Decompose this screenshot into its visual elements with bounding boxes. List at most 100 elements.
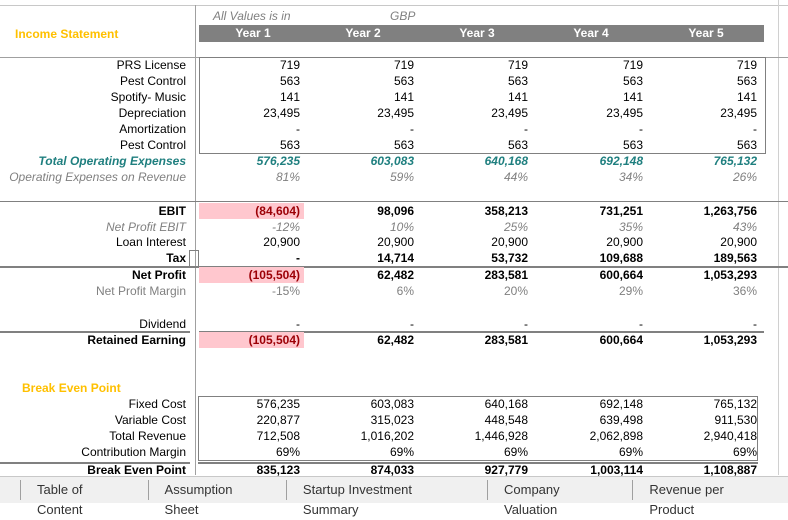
cell-value[interactable]: 600,664 <box>599 268 643 282</box>
cell-value[interactable]: 1,053,293 <box>703 268 757 282</box>
cell-value[interactable]: 563 <box>507 74 528 88</box>
cell-value[interactable]: 141 <box>736 90 757 104</box>
cell-value[interactable]: 731,251 <box>599 204 643 218</box>
cell-value[interactable]: 43% <box>732 220 757 234</box>
cell-value[interactable]: 765,132 <box>713 154 757 168</box>
cell-value[interactable]: 719 <box>279 58 300 72</box>
cell-value[interactable]: - <box>524 122 528 136</box>
cell-value[interactable]: - <box>639 317 643 331</box>
cell-value[interactable]: 719 <box>393 58 414 72</box>
cell-value[interactable]: 141 <box>393 90 414 104</box>
cell-value[interactable]: 53,732 <box>491 251 528 265</box>
cell-value[interactable]: 563 <box>736 138 757 152</box>
cell-value[interactable]: 835,123 <box>256 463 300 477</box>
cell-value[interactable]: 29% <box>618 284 643 298</box>
cell-value[interactable]: 34% <box>618 170 643 184</box>
cell-value[interactable]: 220,877 <box>256 413 300 427</box>
cell-value[interactable]: 2,062,898 <box>589 429 643 443</box>
cell-value[interactable]: 563 <box>622 138 643 152</box>
cell-value[interactable]: 10% <box>389 220 414 234</box>
cell-value[interactable]: 563 <box>507 138 528 152</box>
cell-value[interactable]: 6% <box>396 284 414 298</box>
cell-value[interactable]: 141 <box>279 90 300 104</box>
selected-cell[interactable] <box>189 250 199 268</box>
cell-value[interactable]: -12% <box>271 220 300 234</box>
cell-value[interactable]: 563 <box>393 74 414 88</box>
cell-value[interactable]: 36% <box>732 284 757 298</box>
cell-value[interactable]: 2,940,418 <box>703 429 757 443</box>
cell-value[interactable]: 692,148 <box>599 397 643 411</box>
cell-value[interactable]: 1,108,887 <box>703 463 757 477</box>
cell-value[interactable]: 719 <box>736 58 757 72</box>
cell-value[interactable]: - <box>410 317 414 331</box>
cell-value[interactable]: 69% <box>275 445 300 459</box>
cell-value[interactable]: 563 <box>279 74 300 88</box>
cell-value[interactable]: 69% <box>503 445 528 459</box>
cell-value[interactable]: - <box>410 122 414 136</box>
cell-value[interactable]: 874,033 <box>370 463 414 477</box>
cell-value[interactable]: 283,581 <box>484 268 528 282</box>
sheet-tab[interactable]: Table of Content <box>20 480 148 517</box>
cell-value[interactable]: 14,714 <box>377 251 414 265</box>
cell-value[interactable]: 23,495 <box>263 106 300 120</box>
cell-value[interactable]: 576,235 <box>256 397 300 411</box>
cell-value[interactable]: 765,132 <box>713 397 757 411</box>
cell-value[interactable]: 1,263,756 <box>703 204 757 218</box>
cell-value[interactable]: (84,604) <box>199 203 304 219</box>
cell-value[interactable]: 448,548 <box>484 413 528 427</box>
cell-value[interactable]: -15% <box>271 284 300 298</box>
cell-value[interactable]: 23,495 <box>606 106 643 120</box>
cell-value[interactable]: - <box>296 317 300 331</box>
cell-value[interactable]: 712,508 <box>256 429 300 443</box>
cell-value[interactable]: 23,495 <box>377 106 414 120</box>
cell-value[interactable]: 1,053,293 <box>703 333 757 347</box>
cell-value[interactable]: 603,083 <box>370 397 414 411</box>
cell-value[interactable]: - <box>639 122 643 136</box>
cell-value[interactable]: 98,096 <box>377 204 414 218</box>
cell-value[interactable]: 719 <box>507 58 528 72</box>
cell-value[interactable]: 62,482 <box>377 268 414 282</box>
cell-value[interactable]: 563 <box>393 138 414 152</box>
cell-value[interactable]: 927,779 <box>484 463 528 477</box>
cell-value[interactable]: - <box>753 317 757 331</box>
cell-value[interactable]: 25% <box>503 220 528 234</box>
cell-value[interactable]: 911,530 <box>714 413 758 427</box>
cell-value[interactable]: 563 <box>279 138 300 152</box>
cell-value[interactable]: 1,016,202 <box>360 429 414 443</box>
cell-value[interactable]: 639,498 <box>599 413 643 427</box>
cell-value[interactable]: 59% <box>389 170 414 184</box>
sheet-tab[interactable]: Company Valuation <box>487 480 632 517</box>
cell-value[interactable]: 141 <box>622 90 643 104</box>
cell-value[interactable]: 719 <box>622 58 643 72</box>
cell-value[interactable]: 563 <box>622 74 643 88</box>
cell-value[interactable]: - <box>524 317 528 331</box>
cell-value[interactable]: 20% <box>503 284 528 298</box>
sheet-tab[interactable]: Revenue per Product <box>632 480 788 517</box>
cell-value[interactable]: 640,168 <box>484 154 528 168</box>
cell-value[interactable]: - <box>753 122 757 136</box>
cell-value[interactable]: - <box>296 122 300 136</box>
cell-value[interactable]: 600,664 <box>599 333 643 347</box>
cell-value[interactable]: 189,563 <box>713 251 757 265</box>
cell-value[interactable]: 20,900 <box>491 235 528 249</box>
sheet-tab[interactable]: Startup Investment Summary <box>285 480 487 517</box>
cell-value[interactable]: (105,504) <box>199 332 304 348</box>
cell-value[interactable]: 23,495 <box>720 106 757 120</box>
cell-value[interactable]: 1,003,114 <box>590 463 643 477</box>
cell-value[interactable]: 26% <box>732 170 757 184</box>
cell-value[interactable]: 69% <box>389 445 414 459</box>
cell-value[interactable]: 141 <box>507 90 528 104</box>
cell-value[interactable]: 109,688 <box>599 251 643 265</box>
cell-value[interactable]: 20,900 <box>263 235 300 249</box>
cell-value[interactable]: 20,900 <box>377 235 414 249</box>
cell-value[interactable]: 692,148 <box>599 154 643 168</box>
cell-value[interactable]: 35% <box>618 220 643 234</box>
vertical-scrollbar[interactable] <box>778 0 779 475</box>
cell-value[interactable]: 1,446,928 <box>474 429 528 443</box>
cell-value[interactable]: 640,168 <box>484 397 528 411</box>
cell-value[interactable]: 315,023 <box>370 413 414 427</box>
cell-value[interactable]: 576,235 <box>256 154 300 168</box>
cell-value[interactable]: 283,581 <box>484 333 528 347</box>
cell-value[interactable]: 81% <box>275 170 300 184</box>
cell-value[interactable]: 69% <box>618 445 643 459</box>
